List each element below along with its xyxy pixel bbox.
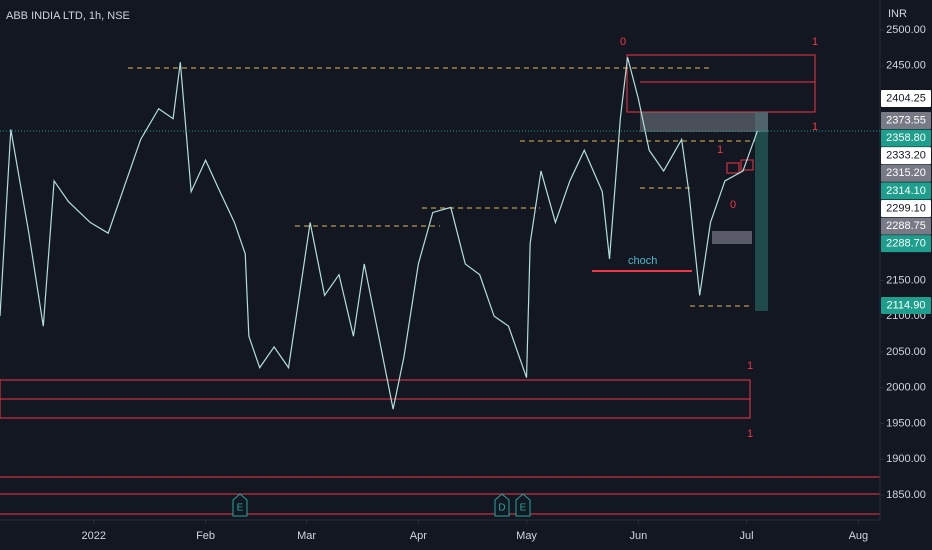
- y-tick-label: 2050.00: [886, 346, 926, 358]
- y-tick-label: 1950.00: [886, 417, 926, 429]
- price-line: [0, 57, 758, 410]
- grey-zone: [712, 231, 752, 244]
- price-tag-label: 2373.55: [886, 114, 926, 126]
- x-tick-label: Aug: [849, 530, 869, 542]
- price-tag-label: 2288.70: [886, 238, 926, 250]
- price-tag-label: 2114.90: [887, 299, 926, 311]
- price-tag: [881, 90, 931, 108]
- price-tag-label: 2314.10: [886, 185, 926, 197]
- chart-title: ABB INDIA LTD, 1h, NSE: [6, 10, 130, 22]
- price-tag: [881, 199, 931, 217]
- event-label: E: [520, 503, 527, 514]
- choch-label: choch: [628, 255, 657, 267]
- annotation: 1: [812, 36, 818, 48]
- price-tag: [881, 111, 931, 129]
- annotation: 1: [747, 360, 753, 372]
- position-band: [755, 112, 768, 311]
- price-tag-label: 2333.20: [886, 150, 926, 162]
- drawings: [0, 54, 880, 515]
- price-tag: [881, 164, 931, 182]
- price-tag-label: 2299.10: [886, 202, 926, 214]
- price-tag-label: 2315.20: [886, 167, 926, 179]
- price-tag: [881, 182, 931, 200]
- event-label: D: [498, 503, 505, 514]
- annotation: 1: [717, 144, 723, 156]
- event-marker: [232, 493, 248, 517]
- annotation: 0: [730, 199, 736, 211]
- y-tick-label: 1850.00: [886, 489, 926, 501]
- price-tag: [881, 147, 931, 165]
- event-marker: [494, 493, 510, 517]
- price-tag: [881, 296, 931, 314]
- x-tick-label: Mar: [297, 530, 316, 542]
- x-tick-label: Jul: [740, 530, 754, 542]
- price-tag-label: 2288.75: [886, 220, 926, 232]
- x-tick-label: Feb: [196, 530, 215, 542]
- price-tag-label: 2404.25: [886, 92, 926, 104]
- x-tick-label: Apr: [410, 530, 427, 542]
- price-tag: [881, 129, 931, 147]
- event-label: E: [237, 503, 244, 514]
- annotation: 1: [812, 121, 818, 133]
- annotation: 1: [747, 428, 753, 440]
- grey-zone: [640, 112, 768, 132]
- x-tick-label: Jun: [629, 530, 647, 542]
- event-marker: [515, 493, 531, 517]
- currency: INR: [888, 8, 907, 20]
- y-tick-label: 1900.00: [886, 453, 926, 465]
- y-tick-label: 2000.00: [886, 382, 926, 394]
- y-tick-label: 2500.00: [886, 24, 926, 36]
- y-tick-label: 2150.00: [886, 274, 926, 286]
- price-tag: [881, 235, 931, 253]
- x-tick-label: 2022: [82, 530, 106, 542]
- y-tick-label: 2450.00: [886, 60, 926, 72]
- x-tick-label: May: [516, 530, 537, 542]
- price-tag-label: 2358.80: [886, 132, 926, 144]
- small-box: [726, 162, 740, 174]
- annotation: 0: [620, 36, 626, 48]
- price-tag: [881, 217, 931, 235]
